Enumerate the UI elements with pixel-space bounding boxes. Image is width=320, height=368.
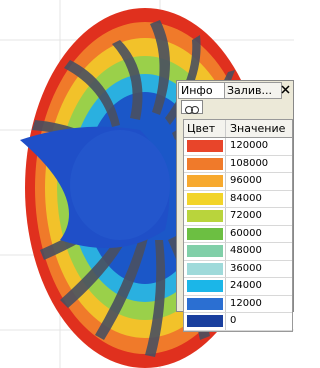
color-cell xyxy=(184,243,226,260)
color-cell xyxy=(184,208,226,225)
table-row: 72000 xyxy=(184,208,292,226)
color-swatch xyxy=(187,158,223,170)
color-cell xyxy=(184,173,226,190)
value-cell: 48000 xyxy=(226,243,292,260)
table-row: 48000 xyxy=(184,243,292,261)
color-swatch xyxy=(187,245,223,257)
color-swatch xyxy=(187,140,223,152)
color-cell xyxy=(184,313,226,330)
header-cell: Значение xyxy=(226,120,292,137)
color-swatch xyxy=(187,315,223,327)
header-cell: Цвет xyxy=(184,120,226,137)
close-button[interactable] xyxy=(280,84,291,95)
table-row: 96000 xyxy=(184,173,292,191)
color-cell xyxy=(184,278,226,295)
color-swatch xyxy=(187,228,223,240)
value-cell: 96000 xyxy=(226,173,292,190)
color-swatch xyxy=(187,175,223,187)
color-cell xyxy=(184,138,226,155)
table-row: 12000 xyxy=(184,296,292,314)
value-cell: 108000 xyxy=(226,156,292,173)
color-swatch xyxy=(187,210,223,222)
value-cell: 0 xyxy=(226,313,292,330)
value-cell: 24000 xyxy=(226,278,292,295)
table-row: 120000 xyxy=(184,138,292,156)
table-row: 36000 xyxy=(184,261,292,279)
color-cell xyxy=(184,261,226,278)
value-cell: 60000 xyxy=(226,226,292,243)
toolbar-icon[interactable] xyxy=(181,100,203,114)
color-cell xyxy=(184,156,226,173)
value-cell: 12000 xyxy=(226,296,292,313)
value-cell: 72000 xyxy=(226,208,292,225)
color-cell xyxy=(184,226,226,243)
color-swatch xyxy=(187,280,223,292)
tab[interactable]: Залив... xyxy=(224,82,282,99)
tab[interactable]: Инфо xyxy=(178,82,228,99)
value-cell: 36000 xyxy=(226,261,292,278)
table-row: 0 xyxy=(184,313,292,331)
table-row: 84000 xyxy=(184,191,292,209)
color-swatch xyxy=(187,193,223,205)
color-swatch xyxy=(187,263,223,275)
color-swatch xyxy=(187,298,223,310)
color-cell xyxy=(184,296,226,313)
table-row: 108000 xyxy=(184,156,292,174)
color-cell xyxy=(184,191,226,208)
value-cell: 120000 xyxy=(226,138,292,155)
table-row: 60000 xyxy=(184,226,292,244)
value-cell: 84000 xyxy=(226,191,292,208)
table-header: Цвет Значение xyxy=(184,120,292,138)
table-row: 24000 xyxy=(184,278,292,296)
